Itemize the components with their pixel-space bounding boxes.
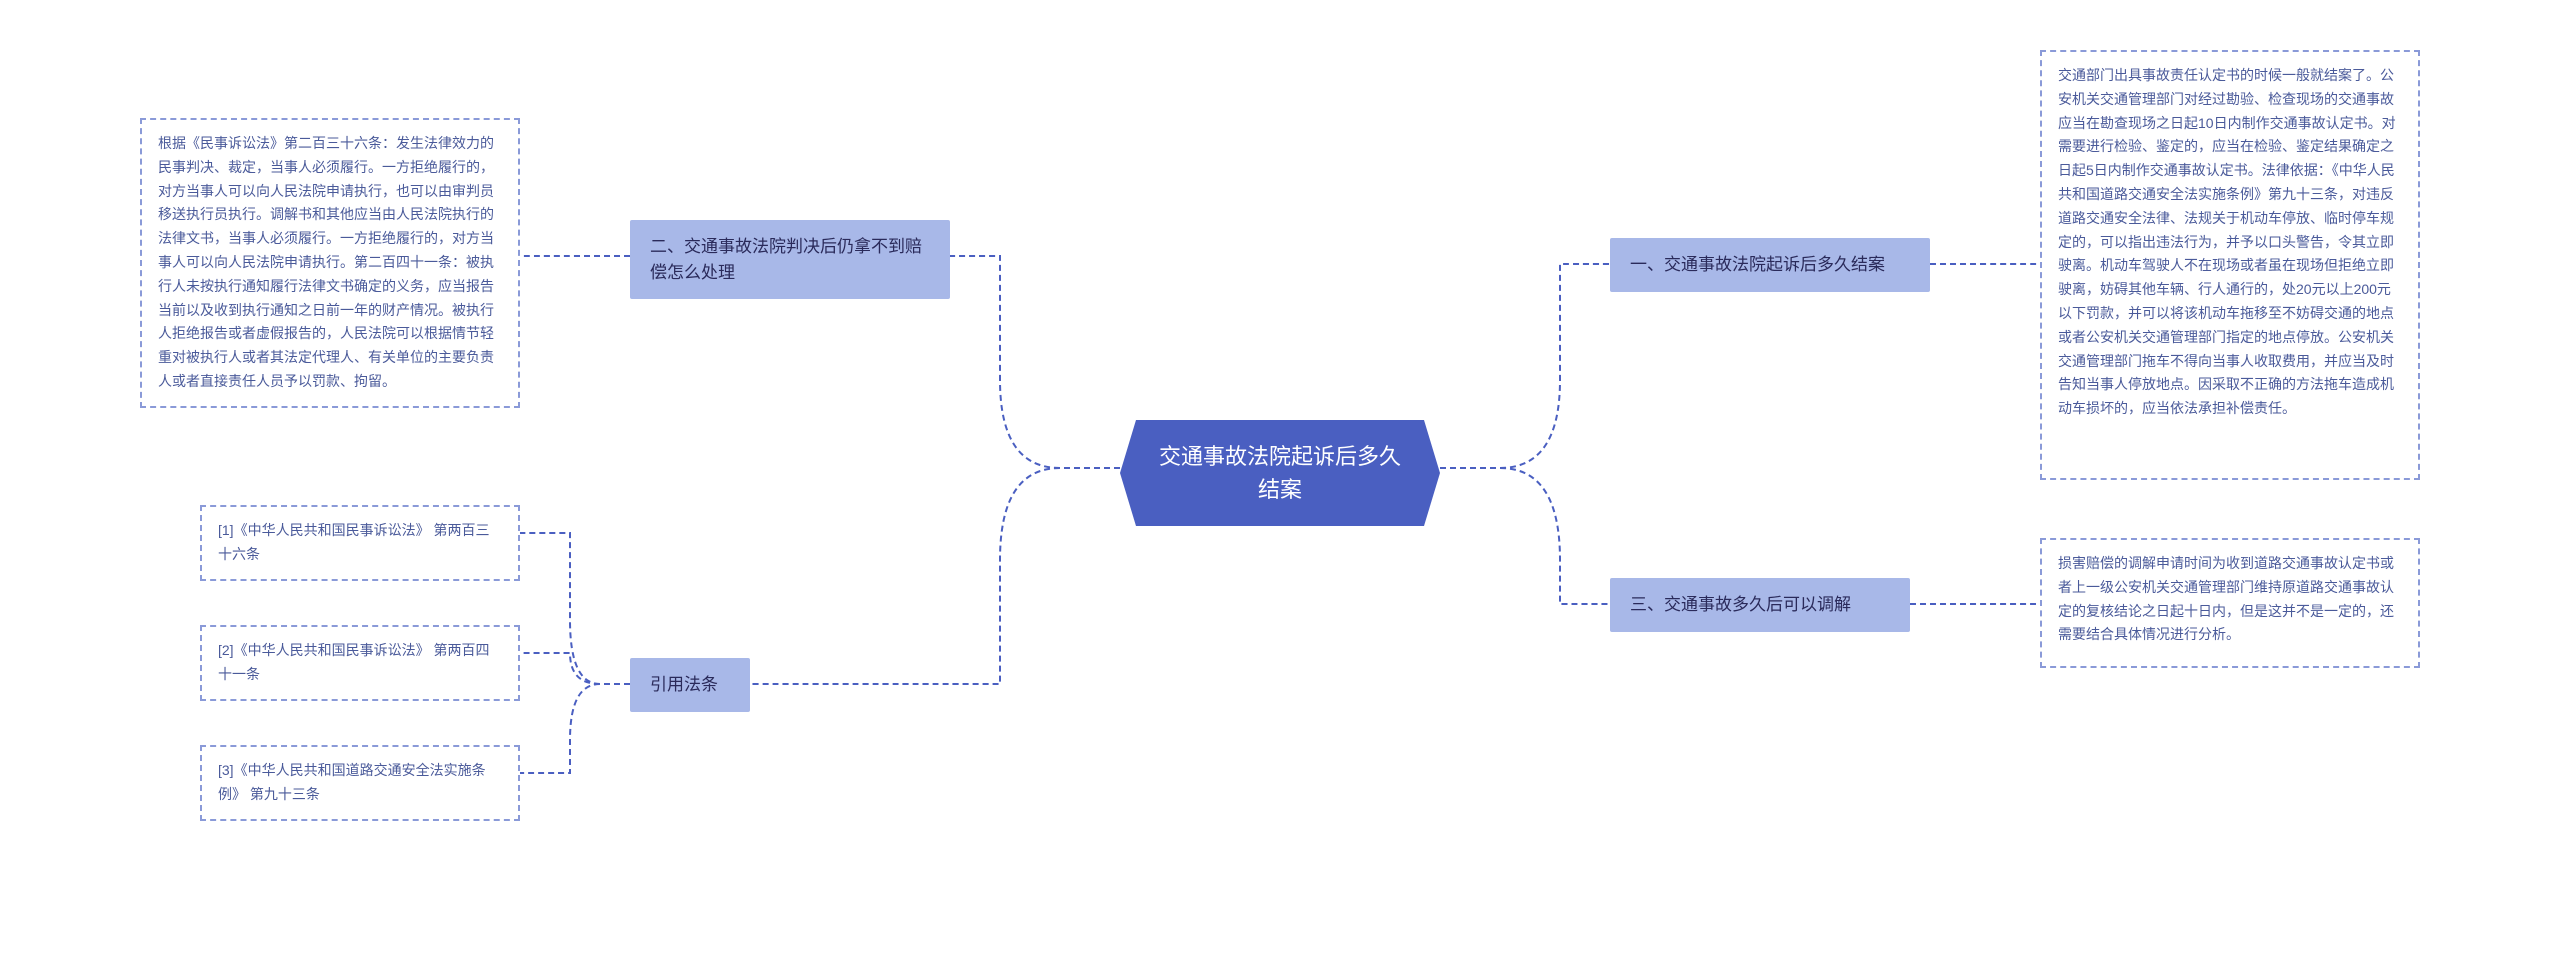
leaf-ref-2-text: [3]《中华人民共和国道路交通安全法实施条例》 第九十三条 [218,762,486,802]
branch-two: 二、交通事故法院判决后仍拿不到赔偿怎么处理 [630,220,950,299]
leaf-ref-0: [1]《中华人民共和国民事诉讼法》 第两百三十六条 [200,505,520,581]
branch-one: 一、交通事故法院起诉后多久结案 [1610,238,1930,292]
branch-two-label: 二、交通事故法院判决后仍拿不到赔偿怎么处理 [650,237,922,282]
leaf-ref-1-text: [2]《中华人民共和国民事诉讼法》 第两百四十一条 [218,642,489,682]
center-text: 交通事故法院起诉后多久结案 [1159,444,1401,502]
leaf-one: 交通部门出具事故责任认定书的时候一般就结案了。公安机关交通管理部门对经过勘验、检… [2040,50,2420,480]
leaf-two-text: 根据《民事诉讼法》第二百三十六条：发生法律效力的民事判决、裁定，当事人必须履行。… [158,135,494,389]
branch-ref-label: 引用法条 [650,675,718,694]
leaf-three: 损害赔偿的调解申请时间为收到道路交通事故认定书或者上一级公安机关交通管理部门维持… [2040,538,2420,668]
branch-three: 三、交通事故多久后可以调解 [1610,578,1910,632]
branch-three-label: 三、交通事故多久后可以调解 [1630,595,1851,614]
leaf-ref-0-text: [1]《中华人民共和国民事诉讼法》 第两百三十六条 [218,522,489,562]
center-node: 交通事故法院起诉后多久结案 [1120,420,1440,526]
leaf-two: 根据《民事诉讼法》第二百三十六条：发生法律效力的民事判决、裁定，当事人必须履行。… [140,118,520,408]
leaf-ref-1: [2]《中华人民共和国民事诉讼法》 第两百四十一条 [200,625,520,701]
leaf-ref-2: [3]《中华人民共和国道路交通安全法实施条例》 第九十三条 [200,745,520,821]
leaf-one-text: 交通部门出具事故责任认定书的时候一般就结案了。公安机关交通管理部门对经过勘验、检… [2058,67,2396,416]
branch-ref: 引用法条 [630,658,750,712]
leaf-three-text: 损害赔偿的调解申请时间为收到道路交通事故认定书或者上一级公安机关交通管理部门维持… [2058,555,2394,642]
branch-one-label: 一、交通事故法院起诉后多久结案 [1630,255,1885,274]
